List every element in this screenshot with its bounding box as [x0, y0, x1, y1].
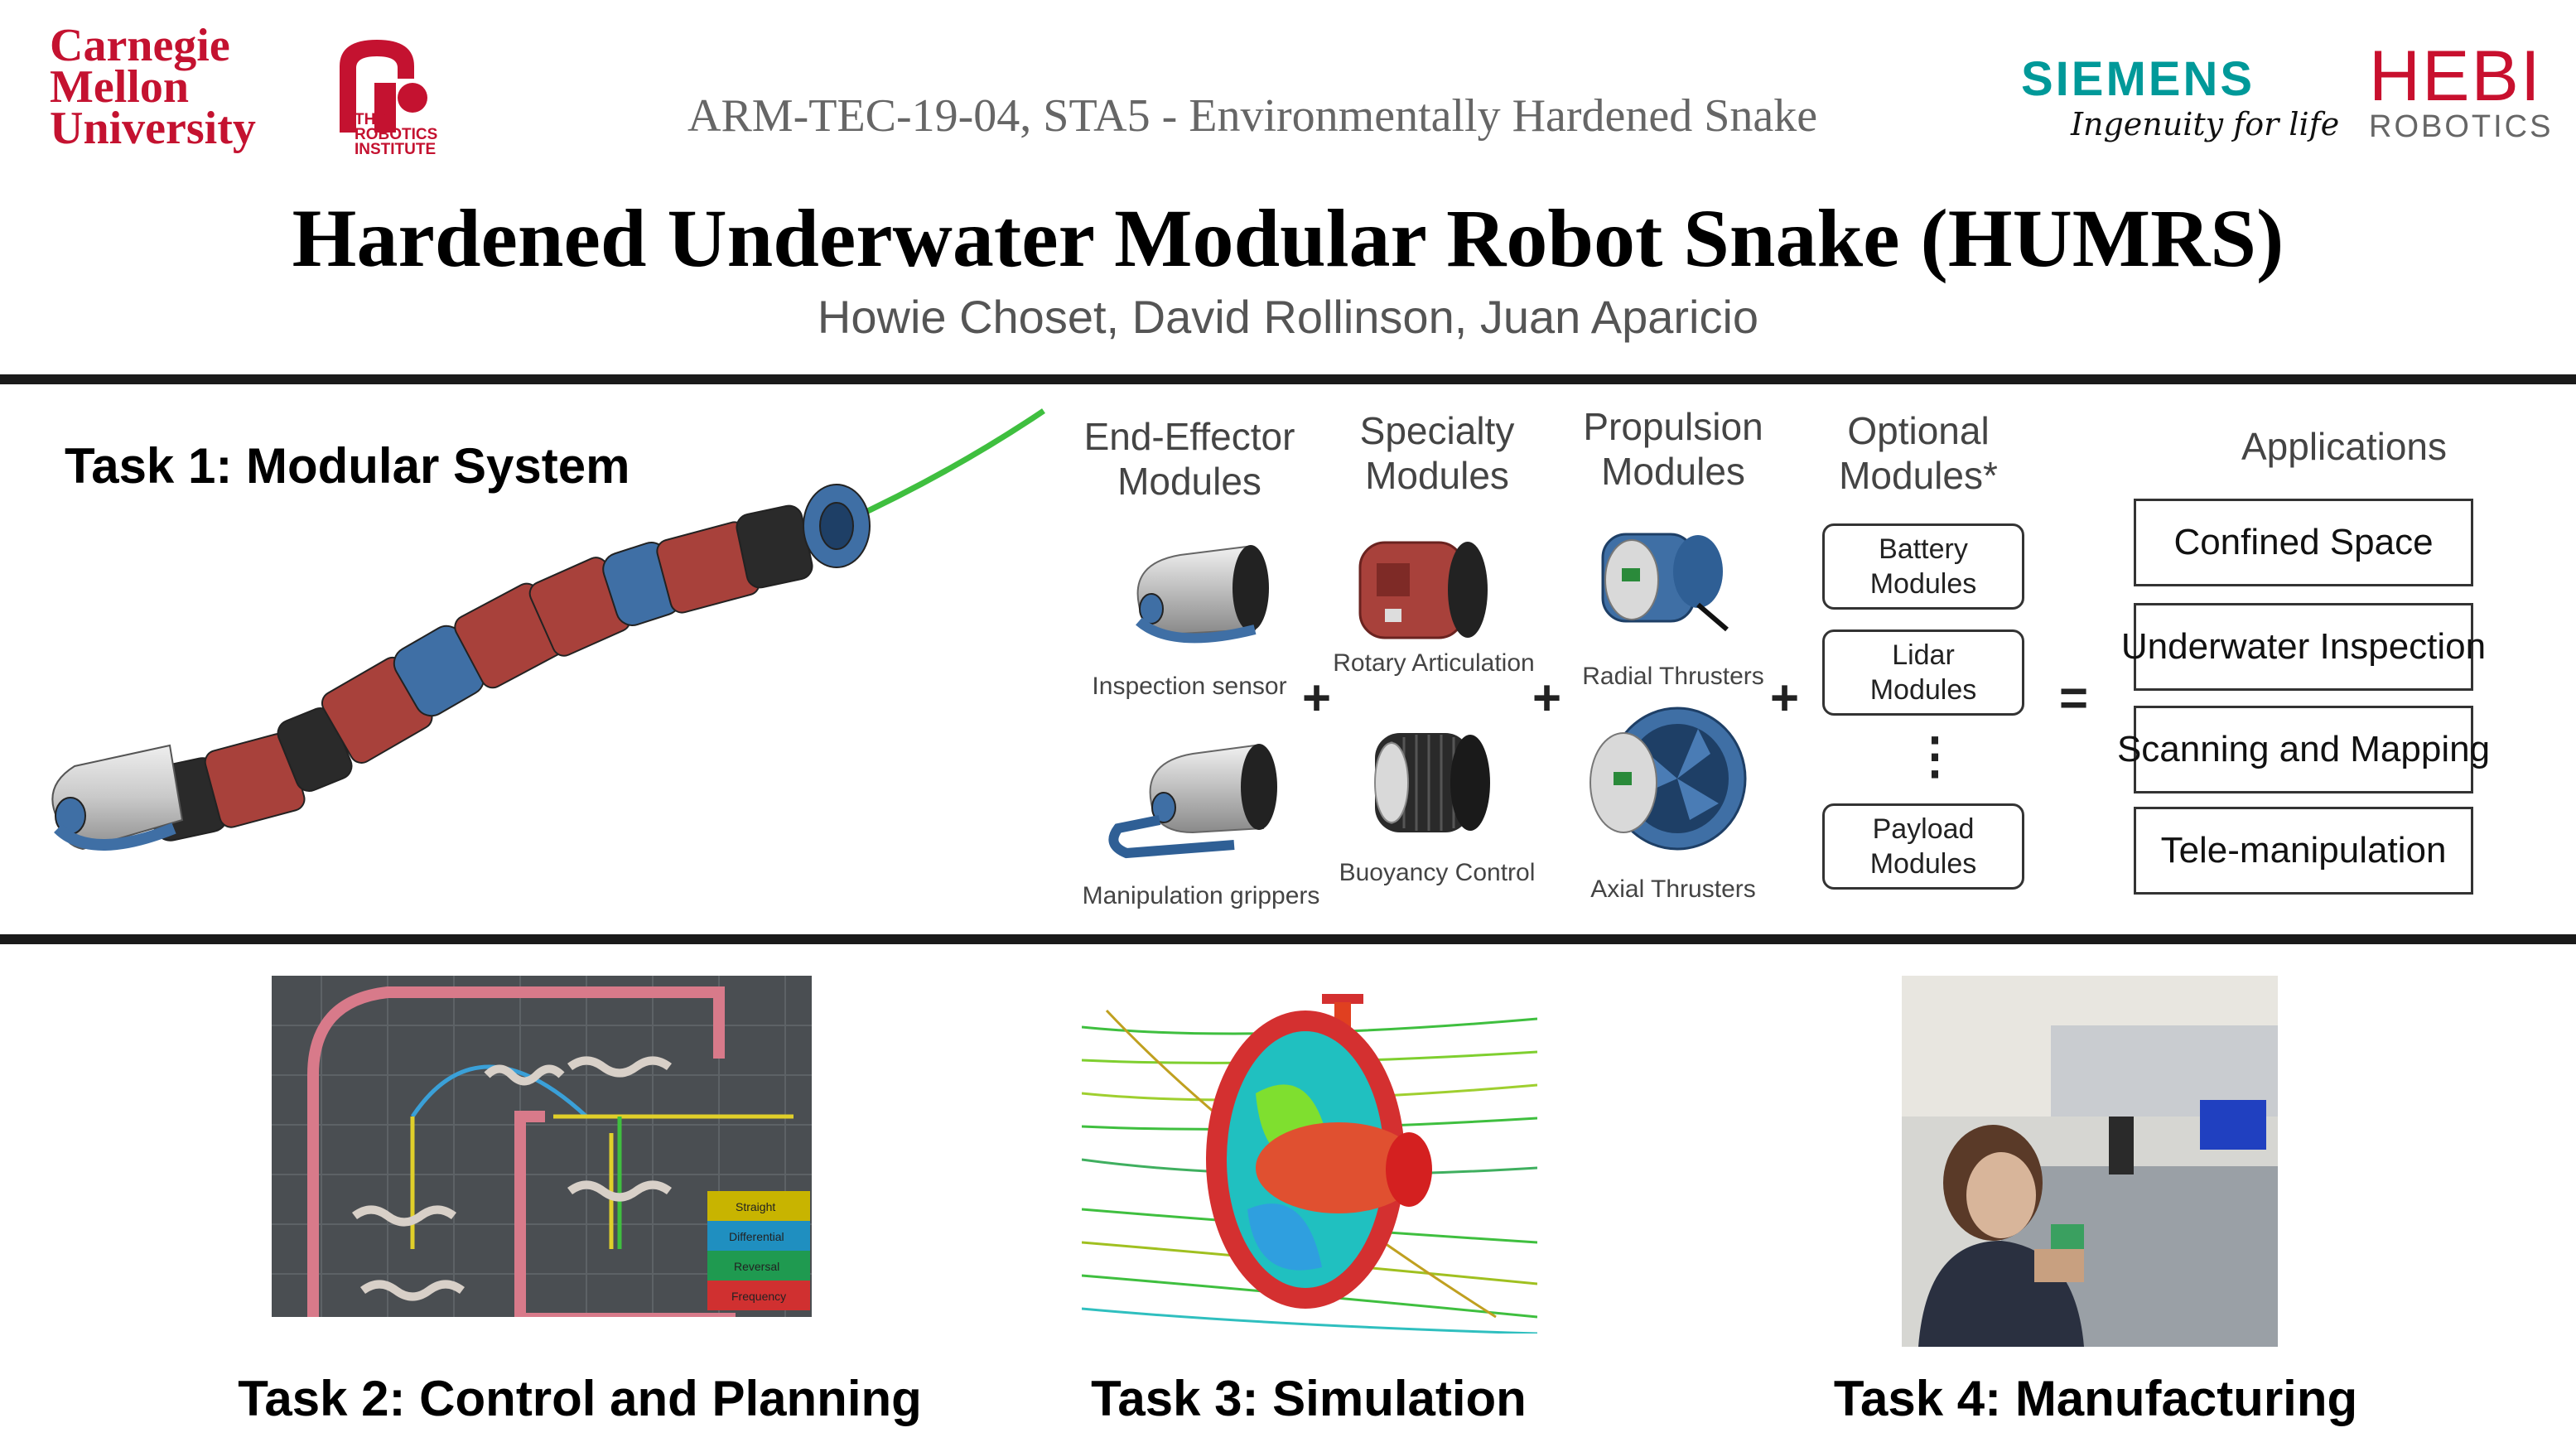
legend-frequency: Frequency — [731, 1290, 786, 1303]
equals-sign: = — [2059, 670, 2089, 726]
snake-robot-illustration — [51, 408, 1045, 851]
simulation-render — [1082, 994, 1537, 1334]
legend-reversal: Reversal — [734, 1260, 779, 1273]
optional-battery-modules: Battery Modules — [1822, 523, 2024, 610]
hebi-logo: HEBI — [2369, 36, 2542, 116]
rotary-articulation-image — [1358, 541, 1488, 639]
application-tele-manipulation: Tele-manipulation — [2134, 807, 2473, 895]
page-title: Hardened Underwater Modular Robot Snake … — [292, 192, 2284, 284]
plus-sign: + — [1302, 670, 1332, 726]
manipulation-gripper-image — [1108, 744, 1277, 859]
radial-thruster-image — [1601, 533, 1729, 632]
column-end-effector: End-Effector Modules — [1083, 415, 1295, 503]
label-radial-thrusters: Radial Thrusters — [1582, 663, 1764, 690]
control-planning-photo: Straight Differential Reversal Frequency — [272, 976, 812, 1317]
buoyancy-control-image — [1374, 733, 1490, 832]
label-axial-thrusters: Axial Thrusters — [1590, 875, 1756, 903]
robotics-institute-logo: THE ROBOTICS INSTITUTE — [331, 33, 439, 162]
plus-sign: + — [1532, 670, 1562, 726]
optional-lidar-modules: Lidar Modules — [1822, 629, 2024, 716]
robotics-institute-mark — [340, 40, 427, 133]
legend-straight: Straight — [736, 1200, 775, 1213]
task4-label: Task 4: Manufacturing — [1833, 1371, 2358, 1426]
label-rotary-articulation: Rotary Articulation — [1333, 649, 1535, 677]
application-confined-space: Confined Space — [2134, 499, 2473, 586]
axial-thruster-image — [1589, 707, 1747, 851]
program-subtitle: ARM-TEC-19-04, STA5 - Environmentally Ha… — [687, 90, 1818, 142]
inspection-sensor-image — [1136, 545, 1269, 644]
application-scanning-mapping: Scanning and Mapping — [2117, 706, 2490, 793]
bottom-divider — [0, 934, 2576, 944]
authors: Howie Choset, David Rollinson, Juan Apar… — [817, 291, 1759, 343]
label-manipulation-grippers: Manipulation grippers — [1082, 882, 1320, 909]
label-buoyancy-control: Buoyancy Control — [1339, 859, 1536, 886]
snake-head — [51, 744, 184, 851]
column-applications: Applications — [2241, 425, 2448, 468]
top-divider — [0, 374, 2576, 384]
label-inspection-sensor: Inspection sensor — [1092, 673, 1287, 700]
task3-label: Task 3: Simulation — [1091, 1371, 1527, 1426]
siemens-logo: SIEMENS — [2021, 52, 2255, 106]
task2-label: Task 2: Control and Planning — [238, 1371, 922, 1426]
task1-label: Task 1: Modular System — [65, 438, 630, 494]
column-optional: Optional Modules* — [1839, 409, 1998, 497]
hebi-robotics-text: ROBOTICS — [2369, 109, 2554, 144]
more-modules-ellipsis: ⋮ — [1910, 728, 1960, 784]
column-propulsion: Propulsion Modules — [1583, 405, 1763, 493]
manufacturing-photo — [1902, 976, 2278, 1347]
siemens-tagline: Ingenuity for life — [2071, 106, 2340, 142]
optional-payload-modules: Payload Modules — [1822, 803, 2024, 890]
cmu-logo: Carnegie Mellon University — [50, 20, 256, 154]
column-specialty: Specialty Modules — [1359, 409, 1515, 497]
legend-differential: Differential — [729, 1230, 784, 1243]
application-underwater-inspection: Underwater Inspection — [2121, 603, 2486, 691]
plus-sign: + — [1770, 670, 1800, 726]
